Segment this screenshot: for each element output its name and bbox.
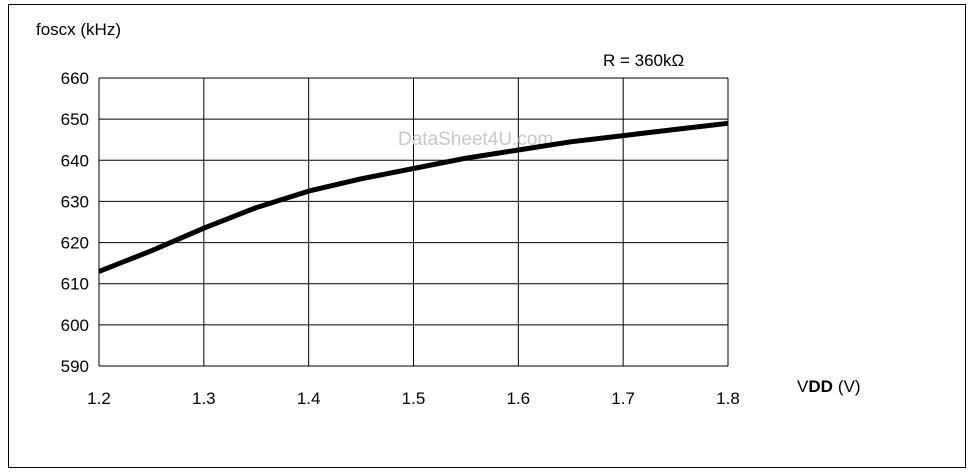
annotation-resistance: R = 360kΩ bbox=[603, 51, 684, 70]
x-axis-title: VDD (V) bbox=[797, 377, 861, 396]
y-axis-title: foscx (kHz) bbox=[36, 20, 121, 39]
y-tick-labels: 660 650 640 630 620 610 600 590 bbox=[61, 69, 89, 376]
chart-frame bbox=[8, 4, 966, 468]
x-axis-title-prefix: V bbox=[797, 377, 809, 396]
x-tick-label: 1.7 bbox=[611, 389, 635, 408]
x-tick-label: 1.8 bbox=[716, 389, 740, 408]
x-tick-labels: 1.2 1.3 1.4 1.5 1.6 1.7 1.8 bbox=[87, 389, 740, 408]
y-tick-label: 590 bbox=[61, 357, 89, 376]
y-tick-label: 630 bbox=[61, 192, 89, 211]
x-axis-title-sub: DD bbox=[808, 377, 833, 396]
x-axis-title-unit: (V) bbox=[838, 377, 861, 396]
y-tick-label: 620 bbox=[61, 234, 89, 253]
series-line bbox=[98, 120, 729, 274]
y-tick-label: 600 bbox=[61, 316, 89, 335]
x-tick-label: 1.3 bbox=[192, 389, 216, 408]
x-tick-label: 1.6 bbox=[507, 389, 531, 408]
series-group bbox=[98, 120, 729, 274]
x-tick-label: 1.4 bbox=[297, 389, 321, 408]
watermark: DataSheet4U.com bbox=[398, 129, 553, 150]
grid-lines bbox=[98, 77, 729, 367]
y-tick-label: 660 bbox=[61, 69, 89, 88]
y-tick-label: 640 bbox=[61, 151, 89, 170]
y-tick-label: 650 bbox=[61, 110, 89, 129]
x-tick-label: 1.5 bbox=[402, 389, 426, 408]
x-tick-label: 1.2 bbox=[87, 389, 111, 408]
y-tick-label: 610 bbox=[61, 275, 89, 294]
